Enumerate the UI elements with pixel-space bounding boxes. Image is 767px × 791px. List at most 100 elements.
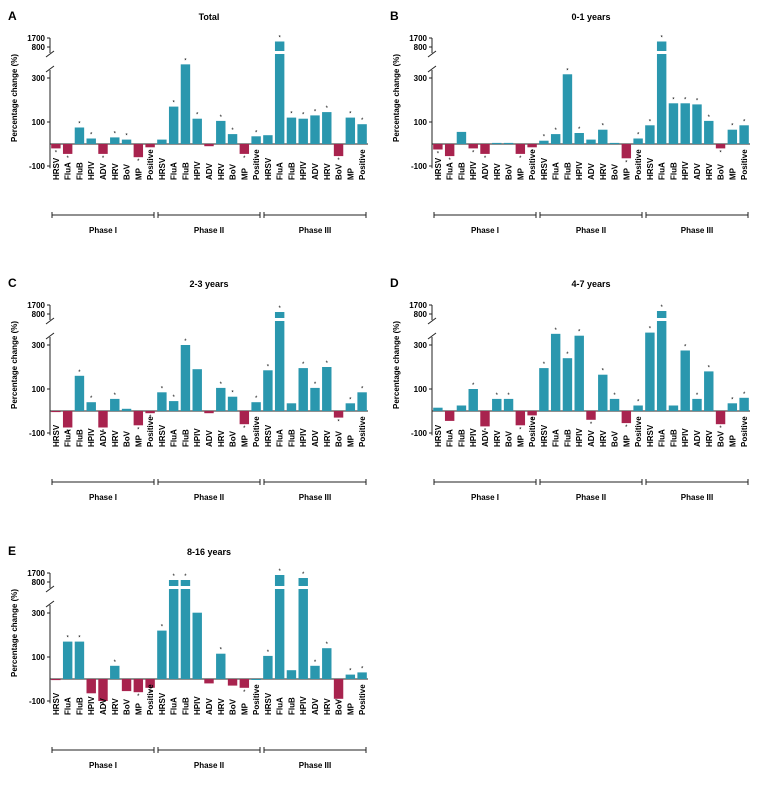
significance-star: * bbox=[326, 642, 329, 648]
category-label: HRV bbox=[217, 698, 226, 715]
significance-star: * bbox=[243, 426, 246, 432]
bar bbox=[274, 312, 285, 411]
bar bbox=[480, 144, 490, 154]
bar bbox=[704, 371, 714, 411]
significance-star: * bbox=[290, 112, 293, 118]
significance-star: * bbox=[326, 106, 329, 112]
bar bbox=[357, 672, 367, 679]
category-label: FluB bbox=[457, 429, 466, 447]
bar bbox=[263, 135, 273, 144]
significance-star: * bbox=[220, 382, 223, 388]
category-label: HRSV bbox=[158, 157, 167, 180]
category-label: HRSV bbox=[264, 424, 273, 447]
bar bbox=[310, 387, 320, 411]
significance-star: * bbox=[267, 650, 270, 656]
category-label: ADV bbox=[99, 162, 108, 180]
category-label: HPIV bbox=[193, 161, 202, 180]
axis-break-mark bbox=[45, 600, 55, 608]
category-label: MP bbox=[622, 167, 631, 180]
bar bbox=[310, 115, 320, 144]
significance-star: * bbox=[243, 156, 246, 162]
category-label: HPIV bbox=[87, 161, 96, 180]
bar bbox=[204, 144, 214, 147]
category-label: FluA bbox=[658, 162, 667, 180]
bar bbox=[727, 403, 738, 411]
bar bbox=[110, 398, 120, 411]
y-tick-label: -100 bbox=[29, 429, 46, 438]
category-label: FluA bbox=[64, 162, 73, 180]
significance-star: * bbox=[578, 330, 581, 336]
category-label: BoV bbox=[229, 430, 238, 447]
y-tick-label: 100 bbox=[414, 385, 428, 394]
significance-star: * bbox=[231, 391, 234, 397]
significance-star: * bbox=[578, 127, 581, 133]
category-label: MP bbox=[622, 434, 631, 447]
y-tick-label: 1700 bbox=[27, 301, 45, 310]
category-label: FluA bbox=[170, 162, 179, 180]
bar bbox=[121, 408, 132, 411]
panel-letter: D bbox=[390, 276, 399, 290]
significance-star: * bbox=[649, 119, 652, 125]
category-label: FluB bbox=[75, 429, 84, 447]
significance-star: * bbox=[78, 636, 81, 642]
significance-star: * bbox=[437, 152, 440, 158]
bar bbox=[62, 411, 73, 428]
significance-star: * bbox=[361, 386, 364, 392]
category-label: FluB bbox=[287, 697, 296, 715]
significance-star: * bbox=[137, 159, 140, 165]
bar bbox=[515, 144, 526, 154]
significance-star: * bbox=[696, 393, 699, 399]
significance-star: * bbox=[161, 386, 164, 392]
phase-label: Phase II bbox=[194, 761, 224, 770]
panel-title: Total bbox=[199, 12, 220, 22]
significance-star: * bbox=[78, 122, 81, 128]
y-tick-label: 1700 bbox=[27, 569, 45, 578]
category-label: BoV bbox=[505, 430, 514, 447]
category-label: ADV bbox=[587, 162, 596, 180]
category-label: Positive bbox=[528, 416, 537, 447]
category-label: FluA bbox=[64, 697, 73, 715]
y-tick-label: 100 bbox=[32, 385, 46, 394]
y-axis-label: Percentage change (%) bbox=[392, 54, 401, 142]
bar bbox=[727, 129, 738, 144]
bar bbox=[609, 142, 620, 144]
category-label: ADV bbox=[693, 162, 702, 180]
significance-star: * bbox=[625, 425, 628, 431]
significance-star: * bbox=[184, 574, 187, 580]
significance-star: * bbox=[566, 68, 569, 74]
bar bbox=[298, 578, 308, 679]
category-label: HPIV bbox=[469, 161, 478, 180]
category-label: BoV bbox=[123, 698, 132, 715]
significance-star: * bbox=[637, 133, 640, 139]
bar bbox=[298, 368, 308, 411]
category-label: Positive bbox=[252, 149, 261, 180]
category-label: Positive bbox=[146, 149, 155, 180]
bar bbox=[98, 679, 108, 701]
category-label: HRSV bbox=[158, 424, 167, 447]
bar bbox=[110, 665, 120, 679]
significance-star: * bbox=[349, 397, 352, 403]
significance-star: * bbox=[696, 98, 699, 104]
phase-label: Phase I bbox=[89, 226, 117, 235]
category-label: HRSV bbox=[264, 692, 273, 715]
category-label: ADV bbox=[693, 429, 702, 447]
significance-star: * bbox=[302, 113, 305, 119]
bar bbox=[586, 139, 596, 144]
significance-star: * bbox=[507, 393, 510, 399]
significance-star: * bbox=[719, 426, 722, 432]
bar bbox=[157, 392, 167, 411]
category-label: FluA bbox=[276, 697, 285, 715]
bar bbox=[586, 411, 596, 420]
bar bbox=[110, 137, 120, 144]
bar bbox=[645, 125, 655, 144]
axis-break-mark bbox=[45, 585, 55, 593]
category-label: FluB bbox=[563, 429, 572, 447]
bar bbox=[433, 144, 443, 150]
category-label: HPIV bbox=[299, 161, 308, 180]
bar bbox=[704, 120, 714, 144]
significance-star: * bbox=[543, 362, 546, 368]
significance-star: * bbox=[484, 428, 487, 434]
significance-star: * bbox=[149, 690, 152, 696]
bar bbox=[574, 133, 584, 144]
significance-star: * bbox=[472, 150, 475, 156]
